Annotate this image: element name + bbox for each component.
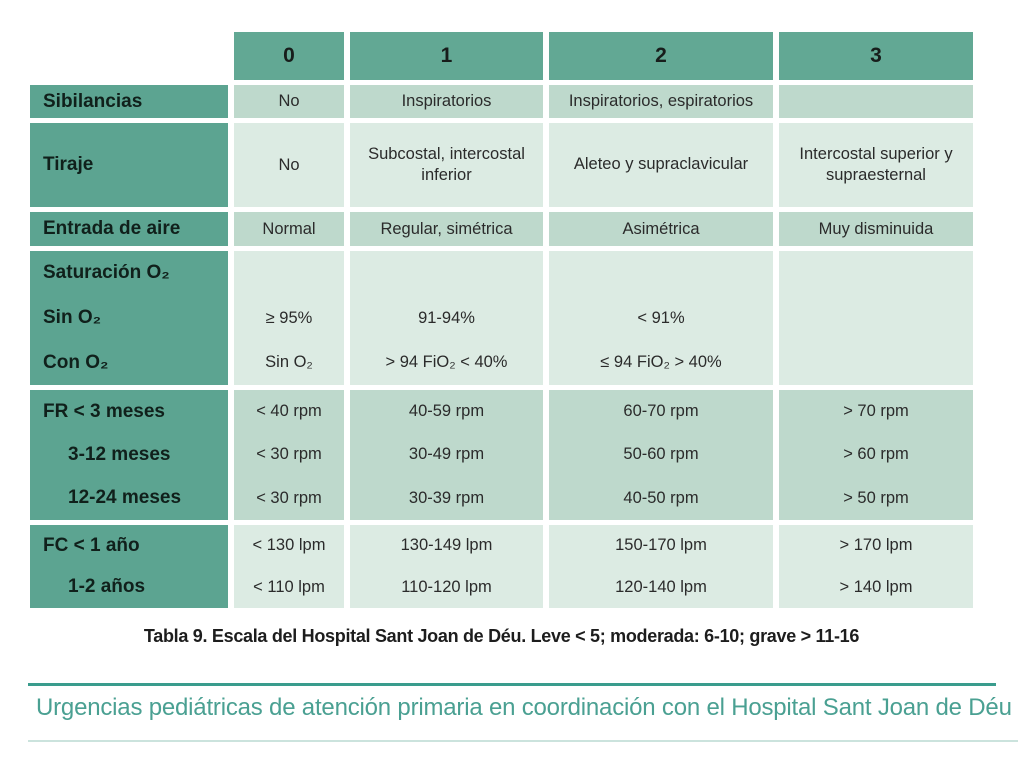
cell-sibilancias-1: Inspiratorios: [350, 85, 543, 118]
row-label-tiraje: Tiraje: [30, 123, 228, 207]
section-title: Urgencias pediátricas de atención primar…: [36, 694, 1012, 721]
label-line: Con O₂: [43, 351, 109, 373]
footer-divider: [28, 683, 996, 686]
cell-line: [350, 251, 543, 296]
cell-line: ≤ 94 FiO₂ > 40%: [600, 353, 722, 372]
table-caption: Tabla 9. Escala del Hospital Sant Joan d…: [143, 626, 860, 646]
cell-line: 40-50 rpm: [623, 488, 699, 507]
cell-line: [549, 251, 773, 296]
cell-fr-1: 40-59 rpm 30-49 rpm 30-39 rpm: [350, 390, 543, 520]
cell-line: > 170 lpm: [839, 536, 913, 555]
column-header-2: 2: [549, 32, 773, 80]
cell-line: ≥ 95%: [265, 308, 313, 327]
cell-line: 30-39 rpm: [408, 488, 485, 507]
cell-sibilancias-3: [779, 85, 973, 118]
cell-line: 50-60 rpm: [623, 445, 699, 464]
footer-divider-light: [28, 740, 1018, 742]
label-line: FR < 3 meses: [43, 400, 165, 422]
cell-tiraje-3: Intercostal superior y supraesternal: [779, 123, 973, 207]
cell-line: < 30 rpm: [256, 488, 322, 507]
cell-fc-1: 130-149 lpm 110-120 lpm: [350, 525, 543, 608]
cell-fr-3: > 70 rpm > 60 rpm > 50 rpm: [779, 390, 973, 520]
sjd-severity-score-table: 0 1 2 3 Sibilancias No Inspiratorios Ins…: [30, 32, 973, 608]
cell-sibilancias-0: No: [234, 85, 344, 118]
cell-line: 120-140 lpm: [615, 577, 707, 596]
label-line: Saturación O₂: [43, 262, 170, 284]
cell-entrada-3: Muy disminuida: [779, 212, 973, 246]
cell-line: < 40 rpm: [256, 402, 322, 421]
row-label-fc: FC < 1 año 1-2 años: [30, 525, 228, 608]
cell-saturacion-2: < 91% ≤ 94 FiO₂ > 40%: [549, 251, 773, 385]
cell-saturacion-3: [779, 251, 973, 385]
cell-line: < 30 rpm: [256, 445, 322, 464]
label-line: FC < 1 año: [43, 534, 140, 556]
cell-saturacion-1: 91-94% > 94 FiO₂ < 40%: [350, 251, 543, 385]
cell-tiraje-0: No: [234, 123, 344, 207]
cell-line: Sin O₂: [265, 353, 313, 372]
cell-entrada-0: Normal: [234, 212, 344, 246]
label-line: 1-2 años: [68, 576, 146, 598]
row-label-saturacion-o2: Saturación O₂ Sin O₂ Con O₂: [30, 251, 228, 385]
cell-fc-0: < 130 lpm < 110 lpm: [234, 525, 344, 608]
label-line: 3-12 meses: [68, 443, 171, 465]
cell-line: < 91%: [637, 308, 685, 327]
cell-entrada-1: Regular, simétrica: [350, 212, 543, 246]
cell-line: 60-70 rpm: [623, 402, 699, 421]
cell-line: < 110 lpm: [253, 577, 325, 596]
cell-line: 91-94%: [418, 308, 475, 327]
cell-line: 130-149 lpm: [400, 536, 493, 555]
header-spacer: [30, 32, 228, 80]
cell-line: > 50 rpm: [843, 488, 909, 507]
column-header-0: 0: [234, 32, 344, 80]
cell-line: 40-59 rpm: [408, 402, 485, 421]
cell-line: < 130 lpm: [252, 536, 326, 555]
cell-saturacion-0: ≥ 95% Sin O₂: [234, 251, 344, 385]
cell-fc-3: > 170 lpm > 140 lpm: [779, 525, 973, 608]
row-label-entrada-de-aire: Entrada de aire: [30, 212, 228, 246]
cell-line: 30-49 rpm: [408, 445, 485, 464]
cell-line: > 94 FiO₂ < 40%: [385, 353, 508, 372]
column-header-1: 1: [350, 32, 543, 80]
cell-line: 150-170 lpm: [615, 536, 707, 555]
cell-fc-2: 150-170 lpm 120-140 lpm: [549, 525, 773, 608]
label-line: 12-24 meses: [68, 487, 182, 509]
cell-line: 110-120 lpm: [401, 577, 492, 596]
cell-tiraje-1: Subcostal, intercostal inferior: [350, 123, 543, 207]
column-header-3: 3: [779, 32, 973, 80]
cell-line: [234, 251, 344, 296]
cell-fr-0: < 40 rpm < 30 rpm < 30 rpm: [234, 390, 344, 520]
cell-line: > 70 rpm: [843, 402, 909, 421]
cell-line: > 140 lpm: [839, 577, 913, 596]
row-label-fr: FR < 3 meses 3-12 meses 12-24 meses: [30, 390, 228, 520]
label-line: Sin O₂: [43, 307, 102, 328]
cell-line: > 60 rpm: [843, 445, 909, 464]
cell-entrada-2: Asimétrica: [549, 212, 773, 246]
cell-sibilancias-2: Inspiratorios, espiratorios: [549, 85, 773, 118]
cell-tiraje-2: Aleteo y supraclavicular: [549, 123, 773, 207]
cell-fr-2: 60-70 rpm 50-60 rpm 40-50 rpm: [549, 390, 773, 520]
row-label-sibilancias: Sibilancias: [30, 85, 228, 118]
